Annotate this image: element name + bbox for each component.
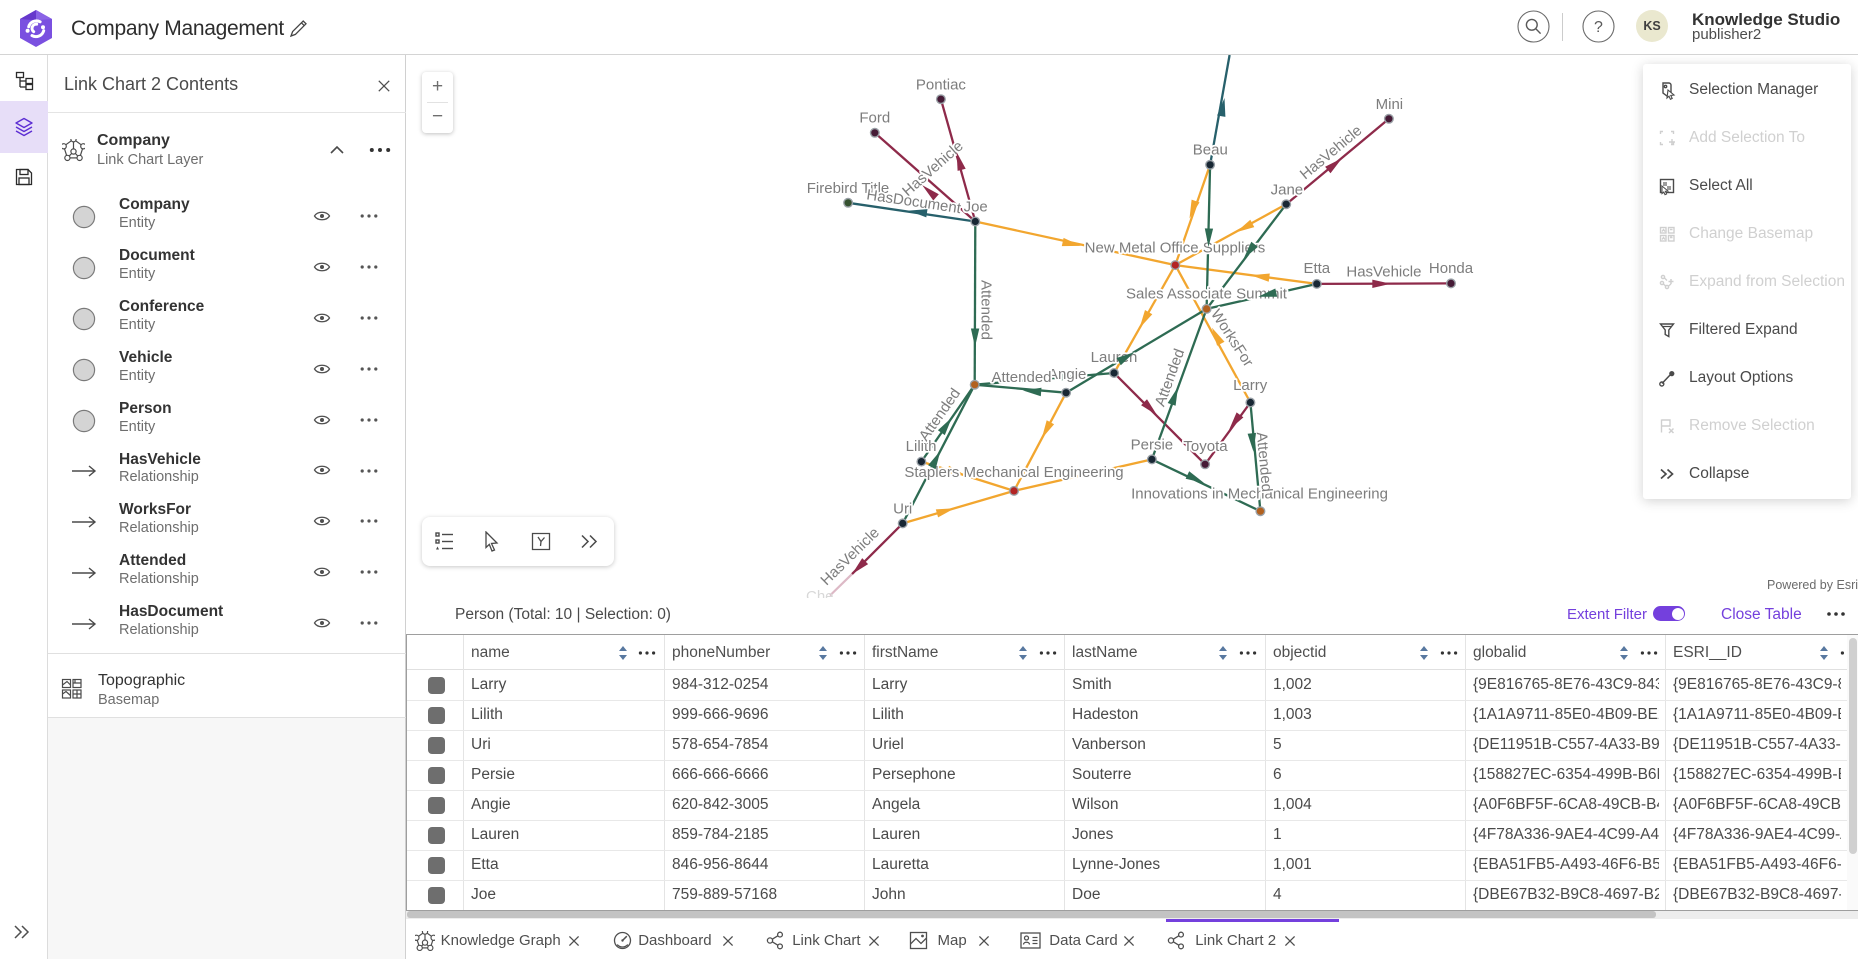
svg-text:Mini: Mini bbox=[1376, 96, 1404, 113]
svg-text:Etta: Etta bbox=[1303, 260, 1330, 277]
svg-text:HasVehicle: HasVehicle bbox=[1346, 264, 1421, 281]
svg-text:Toyota: Toyota bbox=[1183, 438, 1228, 455]
svg-text:Jane: Jane bbox=[1271, 182, 1304, 199]
svg-text:Innovations in Mechanical Engi: Innovations in Mechanical Engineering bbox=[1131, 486, 1388, 503]
svg-text:HasVehicle: HasVehicle bbox=[817, 524, 882, 589]
svg-text:Larry: Larry bbox=[1233, 377, 1268, 394]
svg-text:Angie: Angie bbox=[1048, 366, 1086, 383]
svg-text:HasVehicle: HasVehicle bbox=[899, 138, 967, 200]
svg-text:?: ? bbox=[1594, 19, 1603, 36]
svg-text:Attended: Attended bbox=[991, 369, 1051, 386]
svg-text:Firebird Title: Firebird Title bbox=[807, 180, 890, 197]
svg-text:Uri: Uri bbox=[893, 501, 912, 518]
svg-text:Attended: Attended bbox=[978, 280, 995, 340]
svg-text:Che: Che bbox=[806, 588, 834, 600]
svg-text:Lauren: Lauren bbox=[1091, 349, 1138, 366]
svg-text:New Metal Office Suppliers: New Metal Office Suppliers bbox=[1085, 239, 1266, 256]
svg-text:Sales Associate Summit: Sales Associate Summit bbox=[1126, 286, 1288, 303]
svg-text:Joe: Joe bbox=[964, 198, 988, 215]
svg-text:Persie: Persie bbox=[1131, 437, 1174, 454]
svg-text:Ford: Ford bbox=[859, 110, 890, 127]
svg-text:Honda: Honda bbox=[1429, 260, 1474, 277]
svg-text:Pontiac: Pontiac bbox=[916, 77, 967, 94]
svg-text:Staplers Mechanical Engineerin: Staplers Mechanical Engineering bbox=[904, 464, 1123, 481]
svg-text:Beau: Beau bbox=[1193, 142, 1228, 159]
svg-text:Lilith: Lilith bbox=[906, 438, 937, 455]
svg-text:Attended: Attended bbox=[1253, 431, 1275, 492]
svg-text:HasVehicle: HasVehicle bbox=[1297, 122, 1366, 183]
